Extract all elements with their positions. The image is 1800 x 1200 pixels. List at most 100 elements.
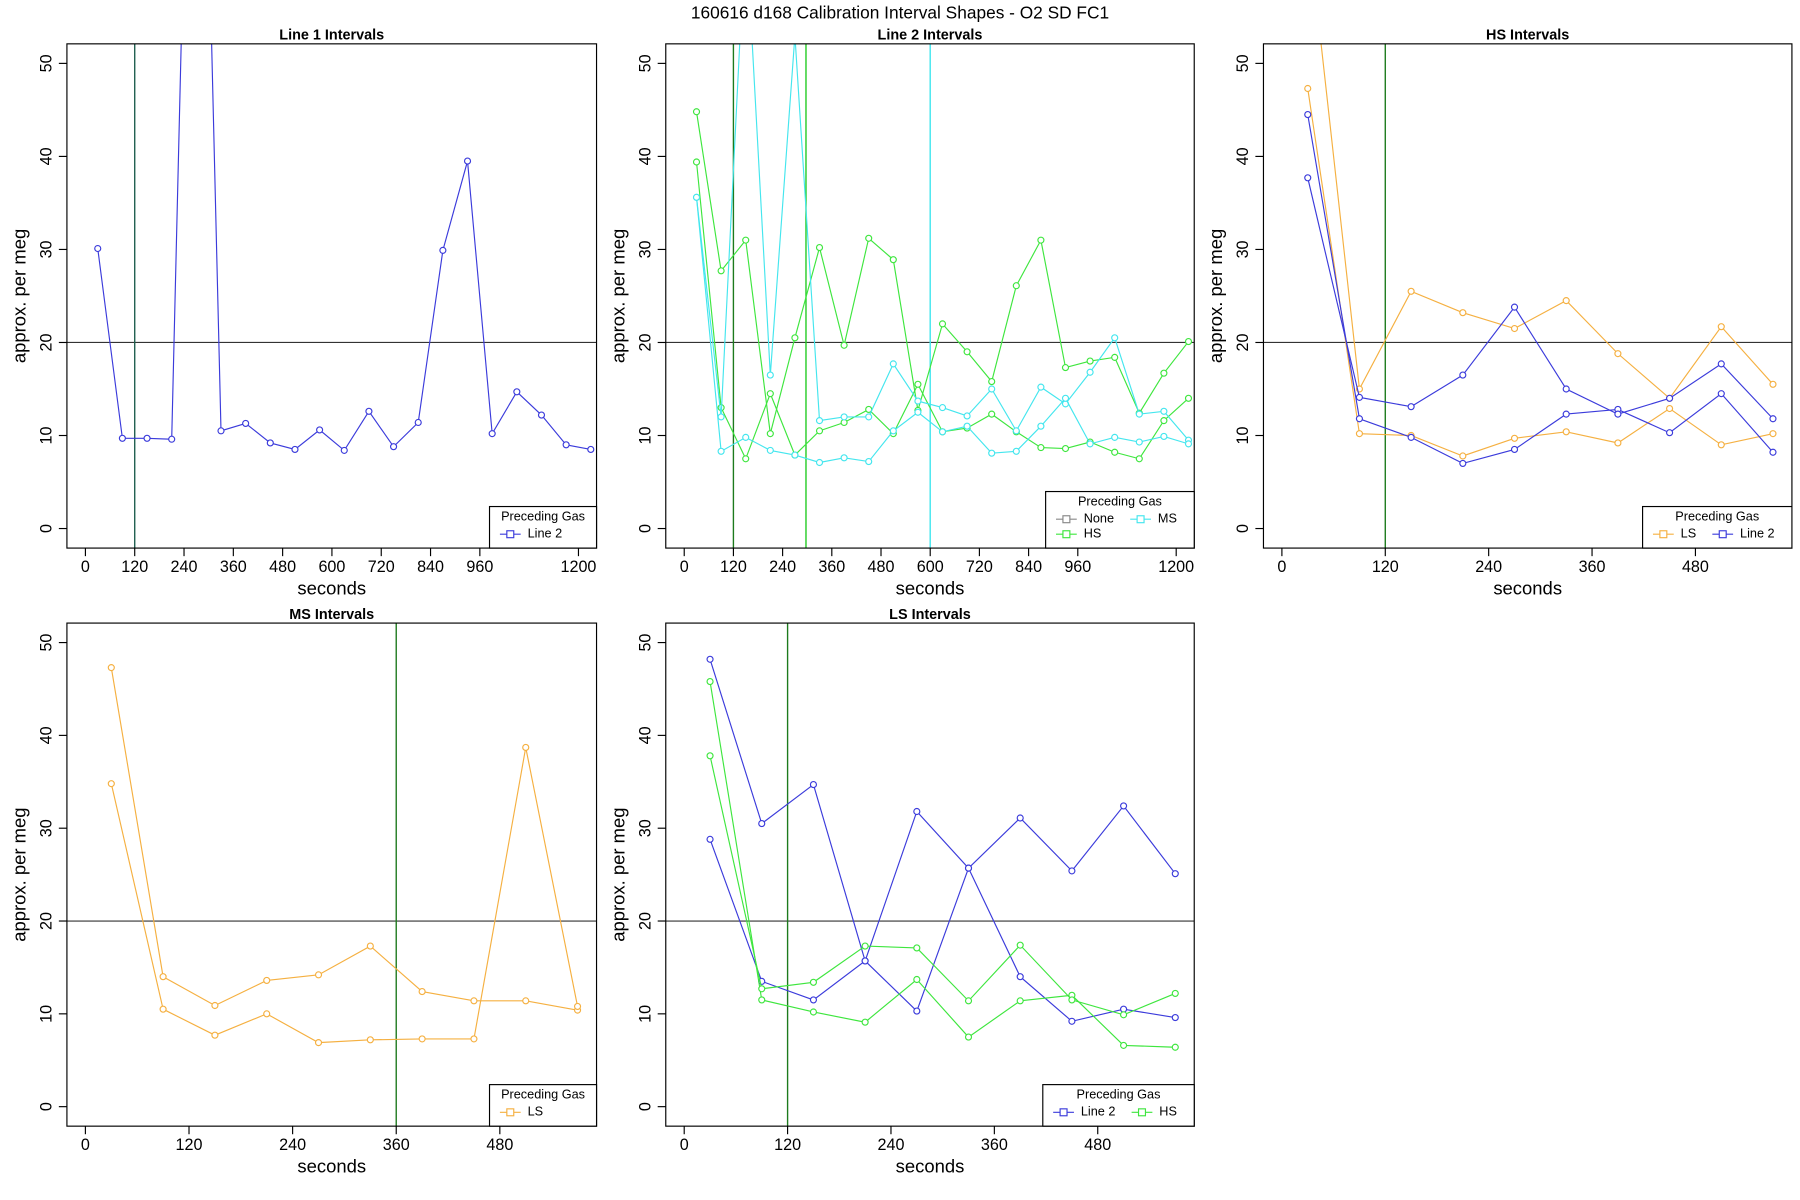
data-point [1135,455,1143,463]
y-tick-label: 40 [1234,147,1252,165]
y-tick-label: 20 [636,333,654,351]
data-point [1769,430,1777,438]
x-axis-label: seconds [297,1156,366,1177]
series-line [695,161,1189,461]
x-tick-label: 0 [1277,558,1286,576]
data-point [1037,383,1045,391]
data-point [889,360,897,368]
y-tick-label: 10 [38,427,56,445]
y-tick-label: 10 [38,1005,56,1023]
legend-box [488,505,598,549]
data-point [809,978,818,986]
data-point [389,443,398,451]
data-point [1068,996,1076,1004]
data-point [1160,369,1168,377]
legend-symbol [1062,530,1071,539]
data-point [742,455,750,463]
y-tick-label: 0 [1234,524,1252,533]
data-point [963,348,971,356]
data-point [840,341,848,349]
data-point [963,422,971,430]
panel-title: Line 2 Intervals [878,28,983,44]
y-axis-label: approx. per meg [9,807,30,941]
data-point [1769,380,1777,388]
series-line [1320,43,1774,400]
data-point [1171,1043,1179,1051]
data-point [815,427,824,435]
data-point [1111,334,1119,342]
legend-label: HS [1084,527,1102,541]
data-point [865,234,873,242]
data-point [94,244,102,253]
legend-item: Line 2 [1712,527,1775,541]
x-tick-label: 1200 [560,558,596,576]
legend-symbol [1136,515,1145,524]
panel-title: LS Intervals [889,607,971,623]
series-line [695,197,1189,464]
data-point [168,435,176,443]
data-point [792,32,798,38]
y-tick-label: 0 [38,524,56,533]
data-point [758,996,766,1004]
panel-title: Line 1 Intervals [279,28,384,44]
data-point [809,996,818,1004]
legend-item: None [1056,512,1114,526]
data-point [1061,364,1070,372]
x-tick-label: 0 [81,1136,90,1154]
data-point [717,447,725,455]
plot-area [665,32,1195,549]
legend-label: Line 2 [528,527,563,541]
y-tick-label: 0 [636,524,654,533]
legend-item: HS [1131,1105,1177,1119]
data-point [107,780,115,788]
x-tick-label: 480 [1682,558,1709,576]
data-point [861,942,869,950]
data-point [742,236,750,244]
data-point [861,1018,869,1026]
data-point [211,1001,219,1010]
legend-symbol [1718,530,1727,539]
x-tick-label: 840 [417,558,444,576]
series-line [709,681,1176,1048]
data-point [1135,410,1143,418]
x-tick-label: 840 [1015,558,1042,576]
series-line [709,839,1176,1022]
data-point [1016,973,1024,981]
legend-item: MS [1130,512,1177,526]
panel-title: MS Intervals [289,607,374,623]
data-point [1666,429,1674,437]
data-point [1562,385,1570,393]
legend-title: Preceding Gas [1675,509,1759,523]
legend-symbol [1659,530,1668,539]
data-point [418,1035,426,1043]
x-tick-label: 720 [368,558,395,576]
data-point [815,458,824,467]
x-tick-label: 360 [981,1136,1008,1154]
x-tick-label: 240 [1475,558,1502,576]
x-tick-label: 480 [868,558,895,576]
y-tick-label: 20 [636,912,654,930]
data-point [1717,360,1725,368]
data-point [242,419,250,427]
data-point [470,997,478,1005]
y-axis-label: approx. per meg [1205,229,1226,363]
data-point [815,417,824,425]
data-point [913,944,921,952]
data-point [587,445,595,454]
series-line [1307,177,1774,420]
data-point [913,975,921,984]
data-point [1304,110,1312,119]
legend-box [1042,1084,1195,1127]
x-tick-label: 240 [279,1136,306,1154]
data-point [1304,84,1312,93]
data-point [1407,403,1415,411]
data-point [1068,867,1076,875]
x-tick-label: 240 [878,1136,905,1154]
data-point [217,427,225,435]
data-point [1160,407,1168,415]
y-tick-label: 50 [1234,54,1252,72]
legend-item: Line 2 [499,527,563,541]
data-point [742,433,750,441]
data-point [1061,444,1070,453]
x-tick-label: 960 [466,558,493,576]
